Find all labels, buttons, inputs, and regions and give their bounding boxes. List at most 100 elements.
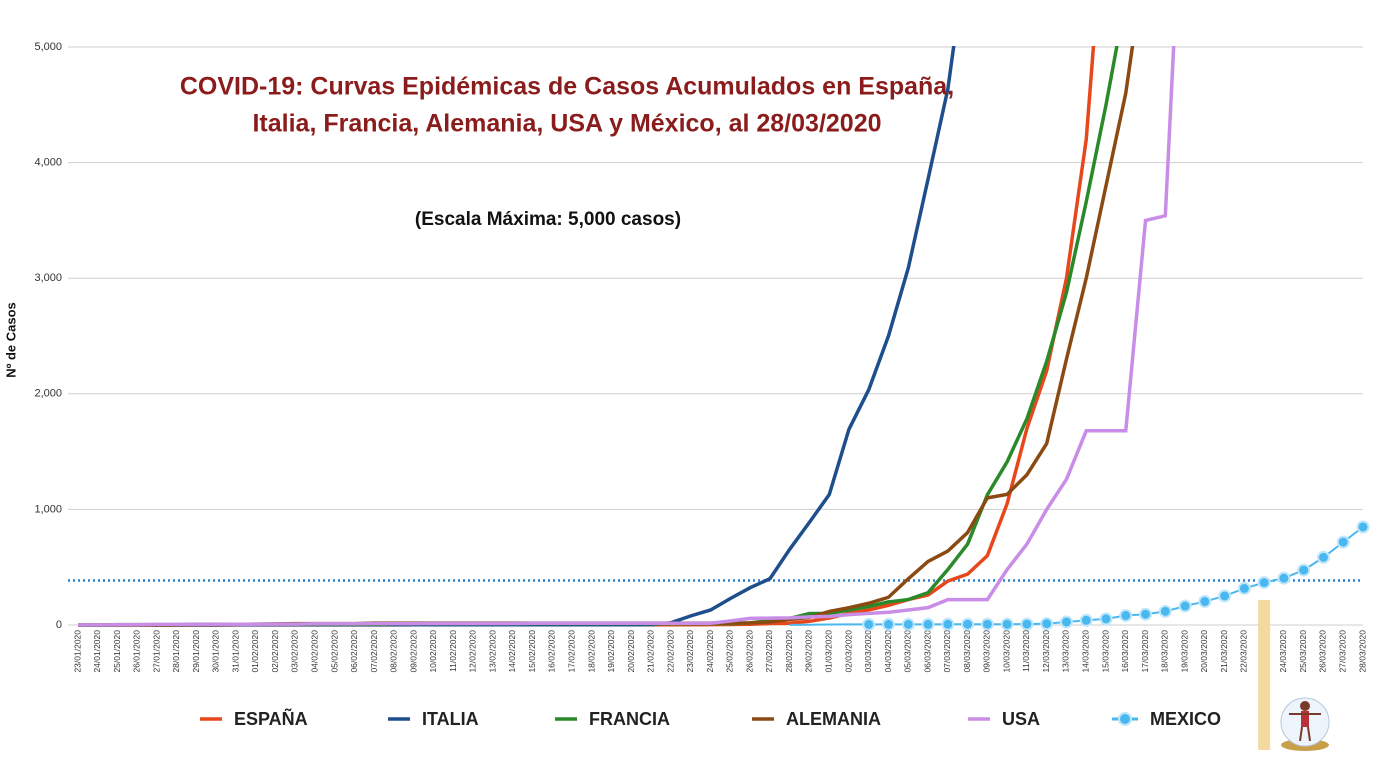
x-tick-label: 11/02/2020 [448,630,458,672]
chart-title: Italia, Francia, Alemania, USA y México,… [252,110,881,138]
data-point [1297,563,1311,577]
mascot [1280,697,1330,751]
legend-label: MEXICO [1150,709,1221,729]
highlight-band [1258,600,1271,750]
x-tick-label: 12/02/2020 [468,630,478,673]
x-tick-label: 25/03/2020 [1298,630,1308,673]
x-tick-label: 17/03/2020 [1140,630,1150,673]
data-point [1277,571,1291,585]
x-tick-label: 28/03/2020 [1357,630,1367,673]
chart-title: COVID-19: Curvas Epidémicas de Casos Acu… [180,73,954,101]
x-tick-label: 03/02/2020 [290,630,300,673]
data-point [1020,617,1034,631]
x-tick-label: 09/02/2020 [408,630,418,673]
y-tick-label: 3,000 [34,272,62,284]
x-tick-label: 28/02/2020 [784,630,794,673]
x-tick-label: 20/03/2020 [1199,630,1209,673]
data-point [1158,604,1172,618]
data-point [1336,535,1350,549]
x-tick-label: 20/02/2020 [626,630,636,673]
x-tick-label: 27/01/2020 [151,630,161,673]
data-point [882,617,896,631]
data-point [1178,599,1192,613]
x-tick-label: 23/01/2020 [72,630,82,673]
legend-label: FRANCIA [589,709,670,729]
x-tick-label: 30/01/2020 [211,630,221,673]
x-tick-label: 29/02/2020 [804,630,814,673]
data-point [1237,581,1251,595]
series-line [78,46,1176,627]
legend-swatch [1118,712,1132,726]
x-tick-label: 22/02/2020 [665,630,675,673]
x-tick-label: 26/02/2020 [744,630,754,673]
legend-label: ITALIA [422,709,479,729]
x-tick-label: 21/03/2020 [1219,630,1229,673]
data-point [941,617,955,631]
x-tick-label: 10/03/2020 [1001,630,1011,673]
chart-subtitle: (Escala Máxima: 5,000 casos) [415,209,681,230]
x-tick-label: 02/03/2020 [843,630,853,673]
x-tick-label: 06/03/2020 [922,630,932,673]
data-point [1316,550,1330,564]
data-point [961,617,975,631]
x-tick-label: 16/02/2020 [547,630,557,673]
data-point [901,617,915,631]
x-tick-label: 28/01/2020 [171,630,181,673]
x-tick-label: 05/02/2020 [329,630,339,673]
x-tick-label: 05/03/2020 [903,630,913,673]
x-tick-label: 24/02/2020 [705,630,715,673]
x-tick-label: 12/03/2020 [1041,630,1051,673]
x-tick-label: 09/03/2020 [982,630,992,673]
legend-label: USA [1002,709,1040,729]
data-point [1099,612,1113,626]
x-tick-label: 02/02/2020 [270,630,280,673]
legend-label: ESPAÑA [234,708,308,729]
data-point [1218,589,1232,603]
x-tick-label: 07/03/2020 [942,630,952,673]
x-tick-label: 26/03/2020 [1318,630,1328,673]
x-tick-label: 15/03/2020 [1100,630,1110,673]
y-tick-label: 1,000 [34,503,62,515]
x-tick-label: 14/02/2020 [507,630,517,673]
y-axis-label: Nº de Casos [3,302,18,378]
x-tick-label: 16/03/2020 [1120,630,1130,673]
x-tick-label: 01/02/2020 [250,630,260,673]
x-tick-label: 04/02/2020 [309,630,319,673]
data-point [1257,576,1271,590]
x-tick-label: 06/02/2020 [349,630,359,673]
plot-area [68,46,1370,631]
x-tick-label: 25/02/2020 [725,630,735,673]
data-point [921,617,935,631]
legend-label: ALEMANIA [786,709,881,729]
data-point [1059,615,1073,629]
x-tick-label: 11/03/2020 [1021,630,1031,672]
data-point [980,617,994,631]
x-tick-label: 25/01/2020 [112,630,122,673]
x-tick-label: 13/02/2020 [487,630,497,673]
data-point [1040,617,1054,631]
x-tick-label: 08/02/2020 [389,630,399,673]
x-tick-label: 14/03/2020 [1080,630,1090,673]
x-tick-label: 19/03/2020 [1179,630,1189,673]
x-tick-label: 18/02/2020 [586,630,596,673]
x-tick-label: 04/03/2020 [883,630,893,673]
x-tick-label: 18/03/2020 [1160,630,1170,673]
y-tick-label: 0 [56,619,62,631]
x-tick-label: 31/01/2020 [230,630,240,673]
x-tick-label: 15/02/2020 [527,630,537,673]
x-tick-label: 24/03/2020 [1278,630,1288,673]
data-point [862,617,876,631]
x-tick-label: 17/02/2020 [566,630,576,673]
x-tick-label: 07/02/2020 [369,630,379,673]
data-point [1119,609,1133,623]
x-tick-label: 21/02/2020 [646,630,656,673]
x-tick-label: 03/03/2020 [863,630,873,673]
data-point [1198,595,1212,609]
x-tick-label: 13/03/2020 [1061,630,1071,673]
x-tick-label: 19/02/2020 [606,630,616,673]
x-tick-label: 23/02/2020 [685,630,695,673]
x-tick-label: 27/02/2020 [764,630,774,673]
x-tick-label: 29/01/2020 [191,630,201,673]
